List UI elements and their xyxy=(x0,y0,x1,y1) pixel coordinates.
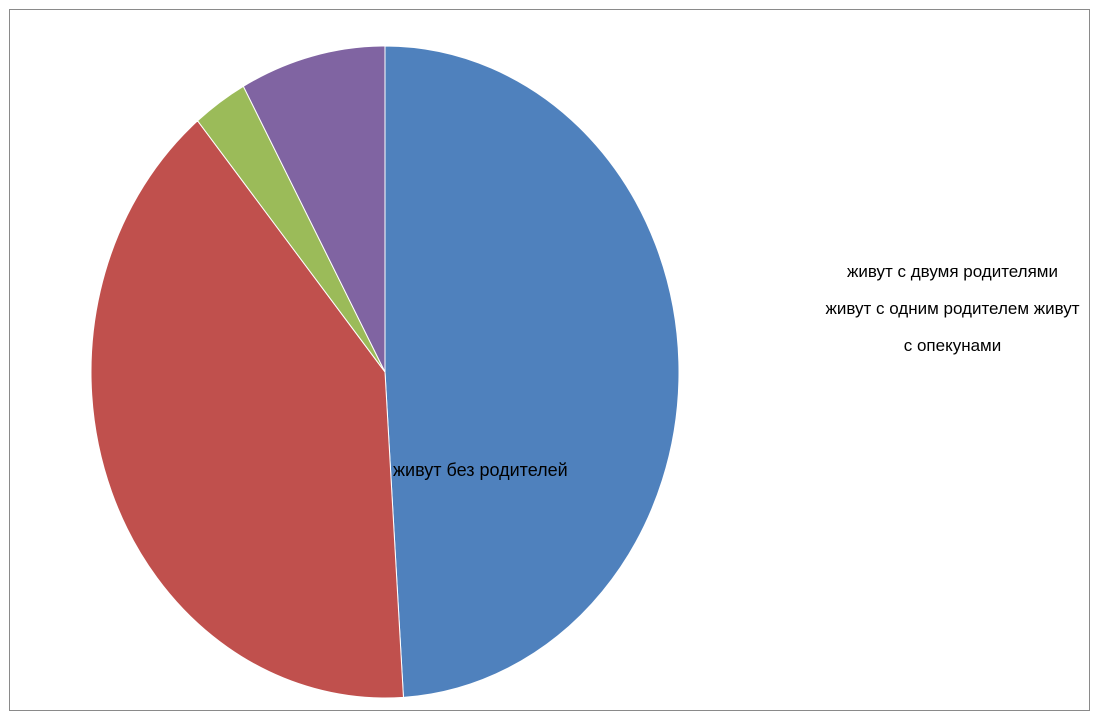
pie-slice-2 xyxy=(90,120,404,699)
legend: живут с двумя родителями живут с одним р… xyxy=(825,253,1080,364)
pie-slices xyxy=(90,45,680,699)
chart-area: живут без родителей живут с двумя родите… xyxy=(9,9,1090,711)
legend-text: живут с двумя родителями живут с одним р… xyxy=(825,262,1080,355)
pie-slice-1 xyxy=(384,45,680,698)
slice-label: живут без родителей xyxy=(393,460,568,480)
pie-slice-4 xyxy=(242,45,386,373)
pie-chart: живут без родителей xyxy=(90,45,680,699)
